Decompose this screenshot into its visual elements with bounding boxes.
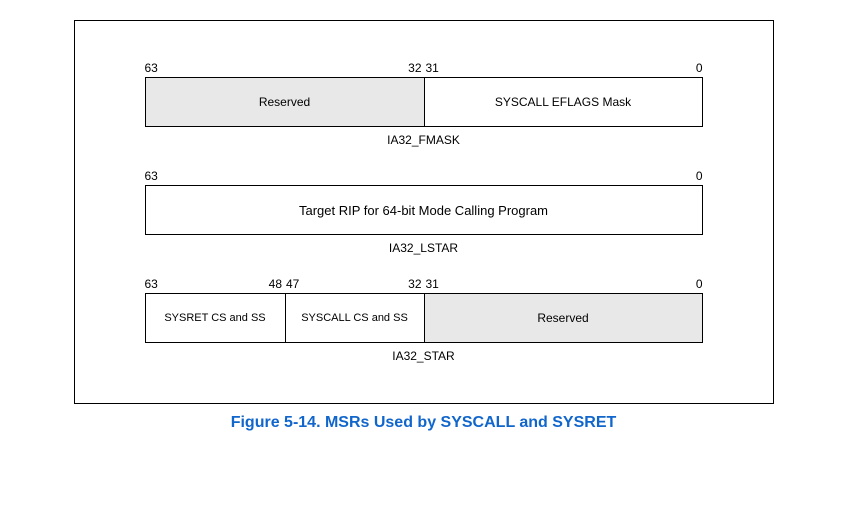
register-fields: Target RIP for 64-bit Mode Calling Progr…: [145, 185, 703, 235]
field-label: SYSCALL EFLAGS Mask: [495, 95, 631, 109]
bit-labels-row: 63 48 47 32 31 0: [145, 277, 703, 291]
bit-marker: 63: [145, 277, 158, 291]
bit-marker: 32: [408, 277, 423, 291]
field-reserved: Reserved: [424, 294, 702, 342]
bit-marker: 48: [269, 277, 284, 291]
register-fields: Reserved SYSCALL EFLAGS Mask: [145, 77, 703, 127]
bit-labels-row: 63 0: [145, 169, 703, 183]
field-label: Target RIP for 64-bit Mode Calling Progr…: [299, 203, 548, 218]
field-reserved: Reserved: [146, 78, 424, 126]
bit-marker: 63: [145, 169, 158, 183]
field-sysret-cs-ss: SYSRET CS and SS: [146, 294, 285, 342]
bit-marker: 0: [696, 277, 703, 291]
bit-marker: 32: [408, 61, 423, 75]
bit-marker: 0: [696, 169, 703, 183]
field-label: SYSRET CS and SS: [164, 312, 265, 324]
register-lstar: 63 0 Target RIP for 64-bit Mode Calling …: [145, 169, 703, 255]
bit-marker: 63: [145, 61, 158, 75]
register-fmask: 63 32 31 0 Reserved SYSCALL EFLAGS Mask …: [145, 61, 703, 147]
field-label: Reserved: [259, 95, 310, 109]
register-name: IA32_LSTAR: [145, 241, 703, 255]
bit-marker: 47: [284, 277, 299, 291]
bit-marker: 0: [696, 61, 703, 75]
field-eflags-mask: SYSCALL EFLAGS Mask: [424, 78, 702, 126]
bit-marker: 31: [424, 277, 439, 291]
figure-caption: Figure 5-14. MSRs Used by SYSCALL and SY…: [20, 414, 827, 432]
field-target-rip: Target RIP for 64-bit Mode Calling Progr…: [146, 186, 702, 234]
field-label: Reserved: [537, 311, 588, 325]
register-name: IA32_STAR: [145, 349, 703, 363]
bit-labels-row: 63 32 31 0: [145, 61, 703, 75]
bit-marker: 31: [424, 61, 439, 75]
register-name: IA32_FMASK: [145, 133, 703, 147]
register-fields: SYSRET CS and SS SYSCALL CS and SS Reser…: [145, 293, 703, 343]
field-syscall-cs-ss: SYSCALL CS and SS: [285, 294, 424, 342]
field-label: SYSCALL CS and SS: [301, 312, 408, 324]
diagram-frame: 63 32 31 0 Reserved SYSCALL EFLAGS Mask …: [74, 20, 774, 404]
register-star: 63 48 47 32 31 0 SYSRET CS and SS SYSCAL…: [145, 277, 703, 363]
